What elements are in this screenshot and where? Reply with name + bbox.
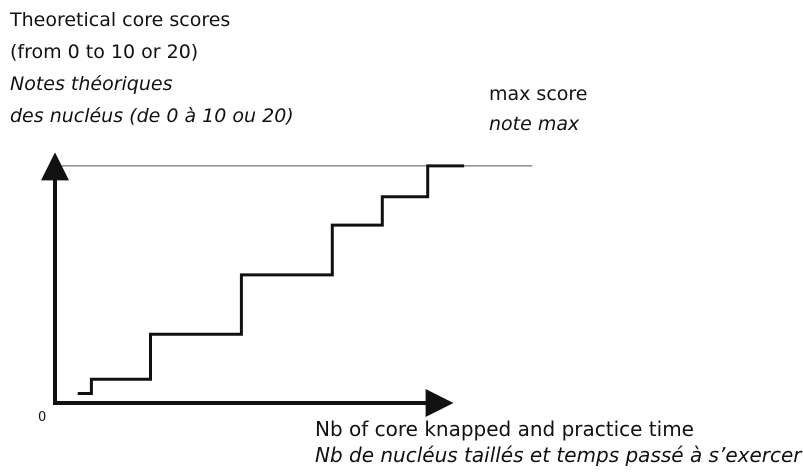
origin-label: 0 (38, 410, 47, 425)
max-score-label: max score (489, 83, 588, 105)
x-axis-label-english: Nb of core knapped and practice time (315, 417, 694, 441)
max-score-label-french: note max (489, 113, 580, 135)
y-axis-label-french-line-1: Notes théoriques (10, 73, 173, 95)
score-step-line (77, 164, 465, 395)
y-axis-label-english-line-1: Theoretical core scores (10, 9, 231, 31)
y-axis-label-english-line-2: (from 0 to 10 or 20) (10, 41, 199, 63)
y-axis-label-french-line-2: des nucléus (de 0 à 10 ou 20) (10, 105, 294, 127)
x-axis-label-french: Nb de nucléus taillés et temps passé à s… (315, 443, 802, 467)
